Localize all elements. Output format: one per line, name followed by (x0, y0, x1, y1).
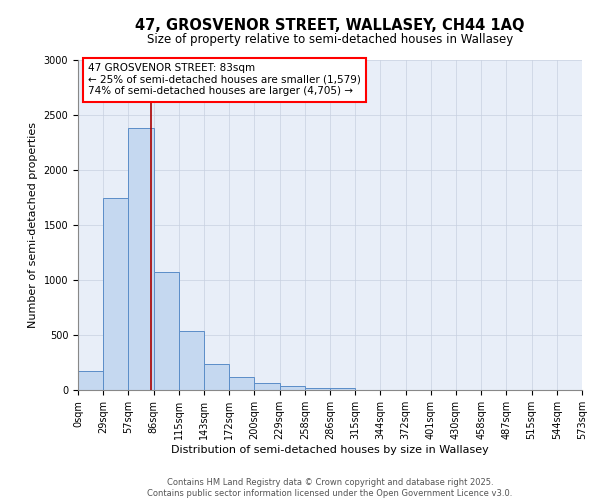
Bar (280, 386, 305, 390)
Bar (204, 364, 229, 390)
Text: Size of property relative to semi-detached houses in Wallasey: Size of property relative to semi-detach… (147, 32, 513, 46)
Text: Contains HM Land Registry data © Crown copyright and database right 2025.
Contai: Contains HM Land Registry data © Crown c… (148, 478, 512, 498)
Bar (154, 272, 179, 390)
Bar (330, 388, 355, 390)
Bar (128, 128, 154, 390)
Bar (179, 330, 204, 390)
Text: 47 GROSVENOR STREET: 83sqm
← 25% of semi-detached houses are smaller (1,579)
74%: 47 GROSVENOR STREET: 83sqm ← 25% of semi… (88, 64, 361, 96)
Y-axis label: Number of semi-detached properties: Number of semi-detached properties (28, 122, 38, 328)
Bar (78, 371, 103, 390)
Bar (229, 378, 254, 390)
Text: 47, GROSVENOR STREET, WALLASEY, CH44 1AQ: 47, GROSVENOR STREET, WALLASEY, CH44 1AQ (135, 18, 525, 32)
X-axis label: Distribution of semi-detached houses by size in Wallasey: Distribution of semi-detached houses by … (171, 444, 489, 454)
Bar (305, 388, 330, 390)
Bar (103, 198, 128, 390)
Bar (254, 383, 280, 390)
